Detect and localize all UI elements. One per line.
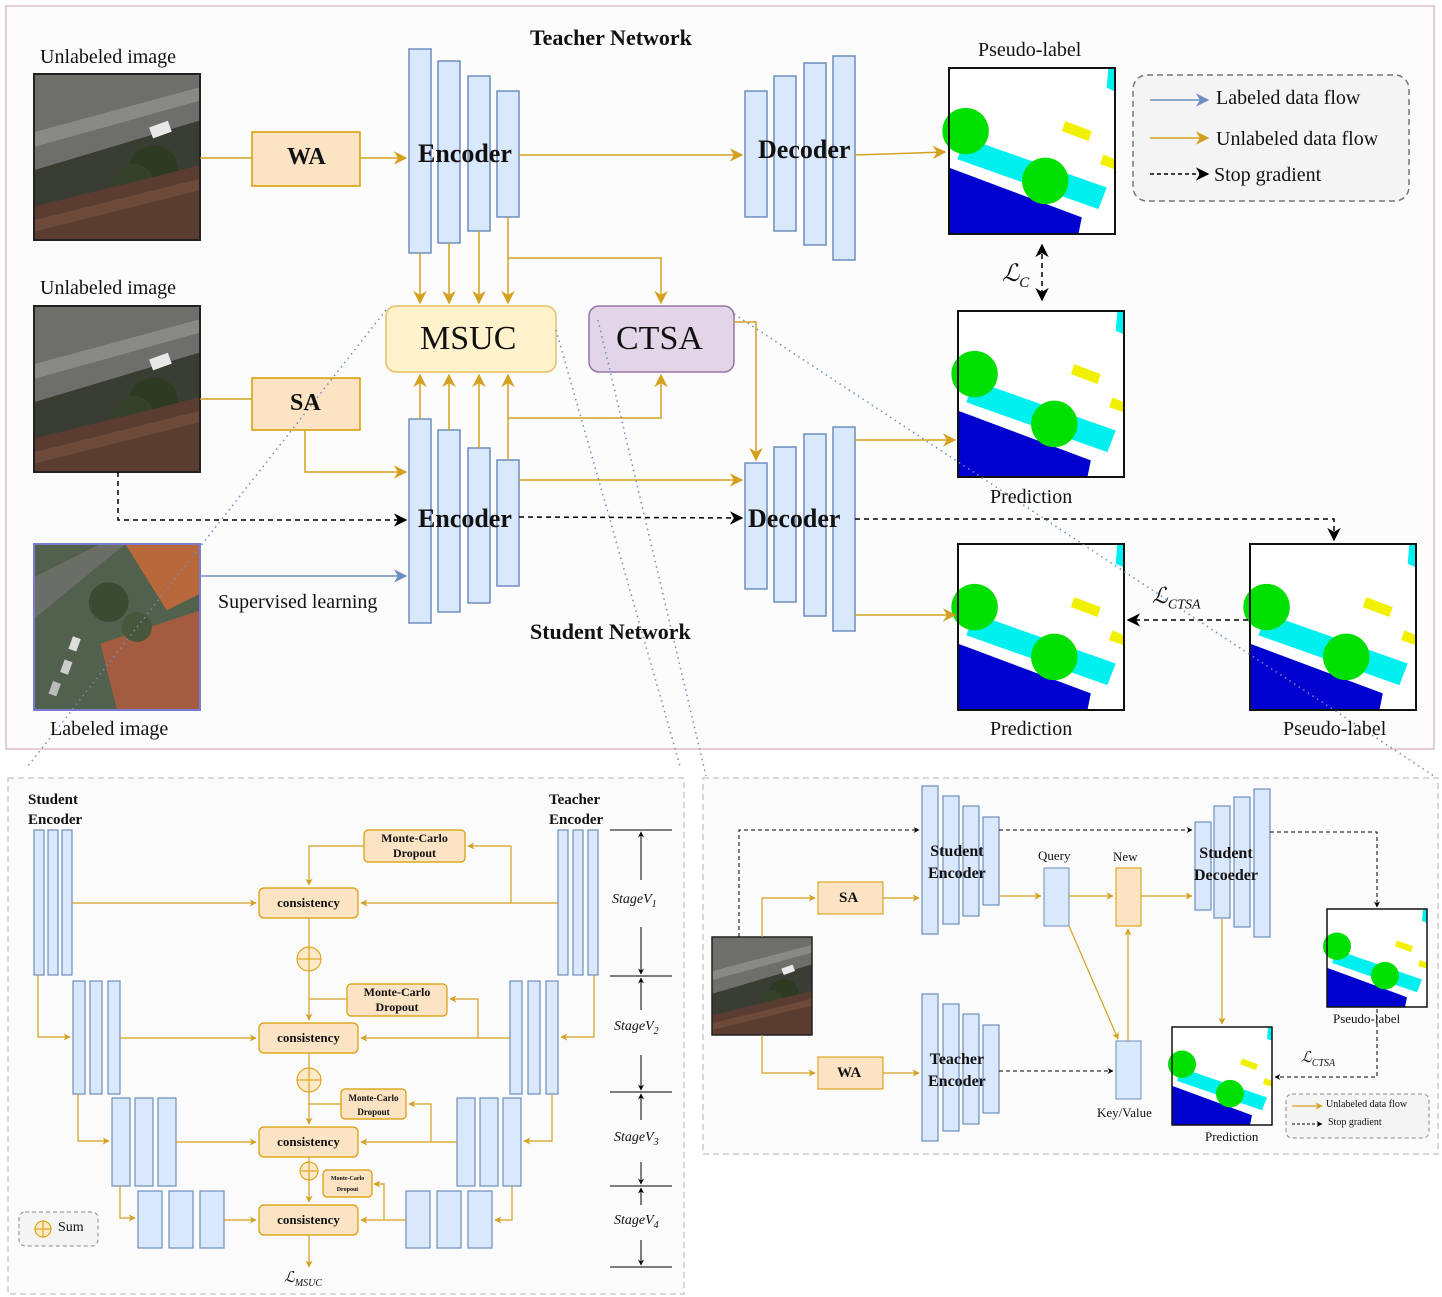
unlabeled-image-1-label: Unlabeled image [40,46,177,68]
ctsa-sa-label: SA [839,890,859,906]
mc-dropout-label-2: Monte-Carlo Dropout [363,985,431,1014]
top-orange-flows [200,145,957,622]
ctsa-sa-box [817,881,884,915]
stop-gradient-flows [117,243,1341,627]
unlabeled-image-2 [33,305,201,473]
unlabeled-image-2-label: Unlabeled image [40,277,177,299]
loss-c-label: ℒC [1002,261,1030,291]
supervised-learning-label: Supervised learning [218,591,378,613]
query-label: Query [1038,848,1071,863]
ctsa-label: CTSA [616,320,703,357]
sum-legend-box [18,1211,99,1247]
sa-box [251,377,361,431]
zoom-guides [27,309,1435,777]
key-value-label: Key/Value [1097,1105,1152,1120]
prediction-mid-label: Prediction [990,486,1073,508]
ctsa-orange-flows [761,892,1226,1077]
msuc-teacher-blocks [405,829,599,1249]
ctsa-wa-label: WA [837,1065,862,1081]
labeled-image-label: Labeled image [50,718,169,740]
teacher-decoder-label: Decoder [758,135,851,164]
sum-node-marks [297,947,321,1180]
student-decoder-label: Decoder [748,504,841,533]
ctsa-student-decoder-label: Student Decoeder [1194,845,1258,884]
teacher-network-title: Teacher Network [530,25,692,50]
wa-label: WA [287,144,326,170]
consistency-label-2: consistency [277,1030,340,1045]
prediction-bottom-image [951,543,1125,711]
ctsa-prediction-image [1168,1026,1273,1126]
msuc-teacher-encoder-label: Teacher Encoder [549,792,604,828]
wa-box [251,131,361,187]
consistency-label-1: consistency [277,895,340,910]
legend-stop-text: Stop gradient [1214,164,1322,186]
ctsa-wa-box [817,1056,884,1090]
ctsa-student-encoder-label: Student Encoder [928,843,986,882]
student-encoder-blocks [408,418,520,624]
new-label: New [1113,849,1138,864]
sum-legend-text: Sum [58,1220,84,1235]
mc-dropout-label-3: Monte-Carlo Dropout [348,1093,399,1117]
query-block [1043,867,1070,927]
consistency-label-4: consistency [277,1212,340,1227]
pseudo-label-bottom-label: Pseudo-label [1283,718,1387,740]
ctsa-prediction-label: Prediction [1205,1129,1259,1144]
ctsa-teacher-encoder-label: Teacher Encoder [928,1051,986,1090]
prediction-bottom-label: Prediction [990,718,1073,740]
ctsa-teacher-encoder-blocks [921,993,1000,1142]
teacher-decoder-blocks [744,55,856,261]
mc-dropout-label-1: Monte-Carlo Dropout [381,831,448,860]
ctsa-pseudo-label-image [1323,908,1428,1008]
msuc-box [385,305,557,373]
stage-3-label: StageV3 [614,1130,659,1148]
mc-dropout-label-4: Monte-Carlo Dropout [330,1176,365,1193]
sa-label: SA [290,390,321,416]
student-decoder-blocks [744,426,856,632]
ctsa-box [588,305,735,373]
pseudo-label-top-label: Pseudo-label [978,39,1082,61]
msuc-student-blocks [33,829,225,1249]
student-encoder-label: Encoder [418,504,512,533]
ctsa-input-image [711,936,813,1036]
pseudo-label-bottom-image [1243,543,1417,711]
unlabeled-image-1 [33,73,201,241]
consistency-label-3: consistency [277,1134,340,1149]
student-network-title: Student Network [530,619,691,644]
ctsa-detail-frame [702,777,1439,1155]
msuc-flows [37,842,595,1268]
teacher-encoder-label: Encoder [418,139,512,168]
ctsa-loss-label: ℒCTSA [1301,1050,1336,1069]
stage-2-label: StageV2 [614,1019,659,1037]
ctsa-stop-flows [738,827,1380,1080]
stage-1-label: StageV1 [612,892,657,910]
stage-4-label: StageV4 [614,1213,659,1231]
ctsa-legend-unlabeled: Unlabeled data flow [1326,1099,1408,1110]
labeled-image [33,543,201,711]
ctsa-legend-stop: Stop gradient [1328,1117,1382,1128]
legend-labeled-text: Labeled data flow [1216,87,1361,109]
pseudo-label-top-image [942,67,1116,235]
msuc-dropout-boxes [322,829,466,1198]
stage-dividers [610,829,672,1268]
legend-unlabeled-text: Unlabeled data flow [1216,128,1379,150]
ctsa-student-encoder-blocks [921,785,1000,935]
msuc-label: MSUC [420,320,517,357]
loss-ctsa-label: ℒCTSA [1152,583,1201,613]
msuc-student-encoder-label: Student Encoder [28,792,83,828]
prediction-mid-image [951,310,1125,478]
ctsa-pseudo-label-label: Pseudo-label [1333,1011,1401,1026]
msuc-consistency-boxes [258,887,359,1236]
key-value-block [1115,1040,1142,1100]
loss-msuc-label: ℒMSUC [284,1270,323,1289]
new-block [1115,867,1142,927]
ctsa-student-decoder-blocks [1194,788,1271,938]
